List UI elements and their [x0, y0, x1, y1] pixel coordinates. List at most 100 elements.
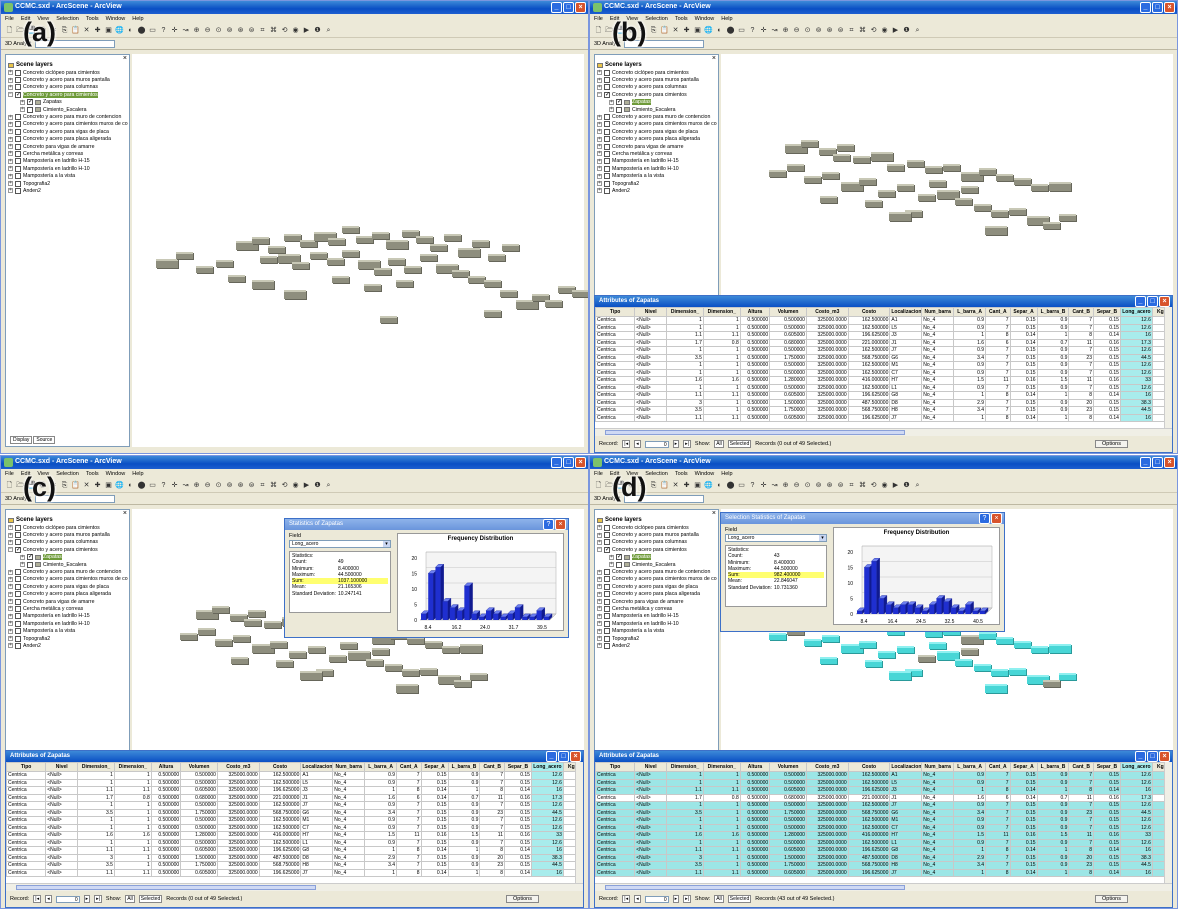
close-button[interactable]: ×	[1164, 2, 1175, 13]
expand-icon[interactable]: +	[8, 635, 13, 642]
layer-checkbox[interactable]	[15, 143, 21, 150]
add-data-icon[interactable]: ✚	[94, 482, 101, 489]
footing-block[interactable]	[416, 236, 433, 243]
footing-block[interactable]	[437, 674, 460, 684]
table-row[interactable]: Centrica <Null> 3.5 1 0.500000 1.750000 325000…	[6, 861, 575, 870]
layer-checkbox[interactable]: ✓	[616, 99, 623, 106]
expand-icon[interactable]: +	[597, 605, 602, 612]
zoom-in-icon[interactable]: ⊕	[193, 482, 200, 489]
footing-block[interactable]	[176, 252, 193, 259]
menu-help[interactable]: Help	[132, 16, 144, 22]
footing-block[interactable]	[858, 178, 876, 185]
open-icon[interactable]: 🗁	[605, 482, 614, 489]
horizontal-scrollbar[interactable]	[595, 883, 1172, 891]
footing-block[interactable]	[402, 669, 420, 677]
column-header[interactable]: Nivel	[634, 762, 668, 772]
footing-block[interactable]	[340, 642, 357, 650]
expand-icon[interactable]: +	[8, 76, 13, 83]
column-header[interactable]: Cant_B	[1068, 762, 1094, 772]
footing-block[interactable]	[877, 190, 895, 197]
footing-block[interactable]	[929, 642, 946, 650]
footing-block[interactable]	[357, 260, 380, 269]
maximize-button[interactable]: □	[1152, 2, 1163, 13]
footing-block[interactable]	[837, 144, 854, 151]
expand-icon[interactable]: +	[597, 187, 602, 194]
column-header[interactable]: Cant_A	[985, 762, 1011, 772]
footing-block[interactable]	[212, 606, 229, 614]
globe-icon[interactable]: 🌐	[704, 27, 713, 34]
footing-block[interactable]	[488, 254, 505, 261]
expand-icon[interactable]: +	[8, 575, 13, 582]
zoom-in-icon[interactable]: ⊕	[782, 27, 789, 34]
footing-block[interactable]	[328, 655, 346, 662]
layer-checkbox[interactable]	[604, 539, 610, 546]
layer-item[interactable]: + Concreto para vigas de amarre	[595, 143, 718, 150]
layer-checkbox[interactable]	[604, 121, 610, 128]
zoom-out-icon[interactable]: ⊖	[204, 482, 211, 489]
expand-icon[interactable]: +	[8, 157, 13, 164]
layer-item[interactable]: + Mampostería a la vista	[595, 172, 718, 180]
table-row[interactable]: Centrica <Null> 3.5 1 0.500000 1.750000 325000…	[595, 406, 1164, 415]
column-header[interactable]: Dimension_	[702, 762, 741, 772]
minimize-button[interactable]: _	[546, 751, 557, 762]
show-selected-button[interactable]: Selected	[727, 895, 752, 903]
menu-help[interactable]: Help	[721, 16, 733, 22]
column-header[interactable]: Nivel	[45, 762, 79, 772]
layer-item[interactable]: + Concreto y acero para columnas	[595, 84, 718, 91]
expand-icon[interactable]: +	[20, 106, 25, 113]
zoom-in-icon[interactable]: ⊕	[782, 482, 789, 489]
layer-item[interactable]: + Concreto y acero para placa aligerada	[595, 136, 718, 143]
footing-block[interactable]	[316, 669, 333, 677]
expand-icon[interactable]: +	[8, 605, 13, 612]
chevron-down-icon[interactable]: ▾	[383, 541, 390, 547]
minimize-button[interactable]: _	[1140, 457, 1151, 468]
add-data-icon[interactable]: ✚	[683, 482, 690, 489]
copy-icon[interactable]: ⎘	[650, 27, 657, 34]
footing-block[interactable]	[897, 184, 914, 191]
maximize-button[interactable]: □	[1147, 751, 1158, 762]
table-row[interactable]: Centrica <Null> 1 1 0.500000 0.500000 325000.0…	[6, 801, 575, 810]
delete-icon[interactable]: ✕	[672, 27, 679, 34]
target-icon[interactable]: ⊙	[804, 27, 811, 34]
footing-block[interactable]	[818, 148, 836, 155]
layer-item[interactable]: + Concreto y acero para muro de contencio…	[6, 113, 129, 121]
layer-checkbox[interactable]	[604, 642, 610, 649]
expand-icon[interactable]: +	[597, 598, 602, 605]
add-data-icon[interactable]: ✚	[94, 27, 101, 34]
paste-icon[interactable]: 📋	[660, 482, 669, 489]
footing-block[interactable]	[1049, 182, 1071, 191]
footing-block[interactable]	[865, 660, 882, 668]
table-row[interactable]: Centrica <Null> 1 1 0.500000 0.500000 325000.0…	[595, 346, 1164, 355]
identify-icon[interactable]: ❶	[903, 482, 910, 489]
layer-combo[interactable]	[35, 494, 116, 503]
footing-block[interactable]	[943, 164, 961, 171]
pan-icon[interactable]: ⌘	[270, 27, 277, 34]
layer-item[interactable]: − ✓ Concreto y acero para cimientos	[595, 91, 718, 98]
column-header[interactable]: Dimension_	[77, 762, 115, 772]
find-icon[interactable]: ⌕	[915, 482, 920, 489]
first-record-button[interactable]: |◂	[622, 895, 631, 903]
footing-block[interactable]	[365, 658, 383, 666]
table-row[interactable]: Centrica <Null> 1.7 0.8 0.500000 0.680000 3250…	[595, 793, 1164, 802]
footing-block[interactable]	[156, 259, 178, 268]
expand-icon[interactable]: +	[609, 98, 614, 105]
footing-block[interactable]	[429, 244, 447, 251]
footing-block[interactable]	[1009, 667, 1026, 675]
footing-block[interactable]	[328, 238, 345, 245]
layer-item[interactable]: + Concreto y acero para cimientos muros d…	[595, 121, 718, 128]
column-header[interactable]: Separ_B	[1092, 307, 1121, 317]
footing-block[interactable]	[1042, 222, 1060, 229]
footing-block[interactable]	[821, 635, 839, 643]
save-icon[interactable]: 💾	[616, 482, 625, 489]
save-icon[interactable]: 💾	[27, 27, 36, 34]
column-header[interactable]: Kg_ace	[562, 762, 575, 772]
copy-icon[interactable]: ⎘	[650, 482, 657, 489]
footing-block[interactable]	[858, 640, 876, 648]
expand-icon[interactable]: +	[8, 128, 13, 135]
footing-block[interactable]	[436, 264, 458, 273]
column-header[interactable]: Volumen	[769, 307, 807, 317]
table-row[interactable]: Centrica <Null> 1.7 0.8 0.500000 0.680000 3250…	[6, 793, 575, 802]
target-icon[interactable]: ⊙	[804, 482, 811, 489]
layer-item[interactable]: + Concreto y acero para columnas	[6, 84, 129, 91]
footing-block[interactable]	[228, 275, 245, 282]
